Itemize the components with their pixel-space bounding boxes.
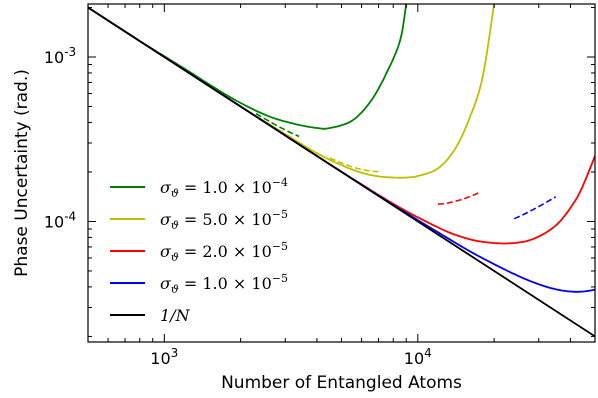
tick-labels: 103 104 10-4 10-3 xyxy=(44,45,432,368)
axis-ticks xyxy=(87,4,596,342)
series-line-4 xyxy=(88,6,595,338)
legend-label-3: σϑ = 1.0 × 10−5 xyxy=(160,272,288,296)
y-tick-label: 10-3 xyxy=(44,45,76,67)
legend-label-0: σϑ = 1.0 × 10−4 xyxy=(160,176,288,200)
x-axis-label: Number of Entangled Atoms xyxy=(221,373,462,393)
legend-label-1: σϑ = 5.0 × 10−5 xyxy=(160,208,288,232)
series-line-0 xyxy=(88,4,408,130)
legend: σϑ = 1.0 × 10−4 σϑ = 5.0 × 10−5 σϑ = 2.0 ×… xyxy=(110,176,288,325)
series-dashed-3 xyxy=(513,196,557,220)
y-axis-label: Phase Uncertainty (rad.) xyxy=(12,69,32,277)
axes-frame xyxy=(87,3,596,343)
x-tick-label: 103 xyxy=(150,346,178,368)
legend-label-2: σϑ = 2.0 × 10−5 xyxy=(160,240,288,264)
legend-label-4: 1/N xyxy=(160,306,191,325)
x-tick-label: 104 xyxy=(404,346,432,368)
series-dashed-2 xyxy=(437,191,480,205)
y-tick-label: 10-4 xyxy=(44,209,76,231)
series-line-1 xyxy=(88,4,495,179)
series-dashed-0 xyxy=(255,112,300,138)
plot-area xyxy=(88,4,595,338)
